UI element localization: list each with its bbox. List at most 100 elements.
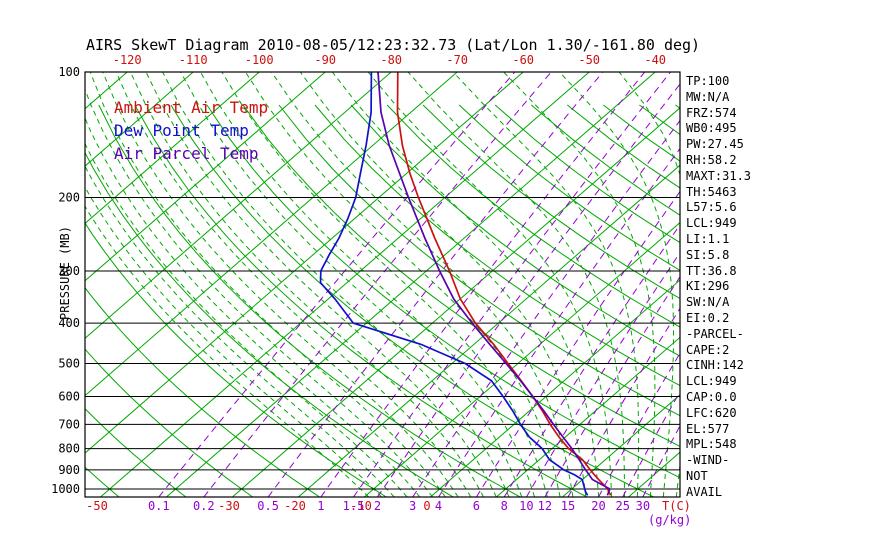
stats-line: PW:27.45 <box>686 137 744 152</box>
stats-line: EI:0.2 <box>686 310 730 325</box>
pressure-tick-label: 700 <box>58 417 80 431</box>
mixing-ratio-label: 4 <box>435 499 442 513</box>
dry-adiabat-line <box>639 104 680 136</box>
mixing-ratio-line <box>622 390 680 497</box>
moist-adiabat-line <box>180 72 523 497</box>
pressure-tick-label: 800 <box>58 442 80 456</box>
pressure-tick-label: 400 <box>58 316 80 330</box>
legend: Ambient Air Temp Dew Point Temp Air Parc… <box>114 96 268 165</box>
top-temp-label: -90 <box>314 53 336 67</box>
isotherm-line <box>85 72 194 167</box>
top-temp-label: -110 <box>179 53 208 67</box>
isotherm-line <box>496 336 680 497</box>
stats-line: CAPE:2 <box>686 342 730 357</box>
stats-line: NOT <box>686 468 708 483</box>
moist-adiabat-line <box>245 72 561 497</box>
bottom-temp-label: -10 <box>350 499 372 513</box>
mixing-ratio-line <box>203 72 552 497</box>
top-temp-label: -50 <box>578 53 600 67</box>
temp-unit-label: T(C) <box>662 499 691 513</box>
dry-adiabat-line <box>98 104 521 497</box>
mixing-ratio-label: 3 <box>409 499 416 513</box>
isotherm-line <box>85 72 524 454</box>
dry-adiabat-line <box>85 466 120 497</box>
stats-line: FRZ:574 <box>686 105 737 120</box>
moist-adiabat-line <box>331 72 600 497</box>
chart-title: AIRS SkewT Diagram 2010-08-05/12:23:32.7… <box>86 36 701 54</box>
stats-line: L57:5.6 <box>686 200 737 215</box>
dry-adiabat-line <box>134 104 588 497</box>
plot-frame <box>84 71 681 498</box>
dry-adiabat-line <box>422 104 680 300</box>
dry-adiabat-line <box>278 104 680 417</box>
pressure-tick-label: 500 <box>58 356 80 370</box>
mixing-ratio-label: 25 <box>615 499 629 513</box>
mixing-ratio-label: 0.2 <box>193 499 215 513</box>
pressure-tick-label: 100 <box>58 65 80 79</box>
legend-ambient-air-temp: Ambient Air Temp <box>114 98 269 117</box>
top-temp-label: -120 <box>113 53 142 67</box>
mixing-ratio-line <box>544 275 680 497</box>
stats-line: CINH:142 <box>686 358 744 373</box>
mixing-ratio-line <box>412 119 680 497</box>
isotherm-line <box>298 164 680 497</box>
isotherm-line <box>85 72 260 225</box>
mixing-ratio-line <box>158 72 516 497</box>
pressure-axis-label: PRESSURE (MB) <box>58 226 72 320</box>
ambient-temp-curve <box>396 72 612 496</box>
mixing-ratio-label: 2 <box>374 499 381 513</box>
mixing-ratio-label: 1.5 <box>343 499 365 513</box>
isotherm-line <box>166 72 656 497</box>
mixing-ratio-line <box>475 190 680 497</box>
stats-line: LCL:949 <box>686 216 737 231</box>
top-temp-label: -40 <box>644 53 666 67</box>
isotherm-line <box>430 279 680 497</box>
mixing-ratio-label: 0.1 <box>148 499 170 513</box>
mixing-ratio-label: 15 <box>561 499 575 513</box>
mixing-ratio-line <box>598 352 680 497</box>
mixing-ratio-line <box>267 72 604 497</box>
mixing-ratio-line <box>320 72 646 497</box>
moist-adiabat-line <box>299 72 587 497</box>
stats-line: TP:100 <box>686 74 730 88</box>
stats-line: -WIND- <box>686 453 730 468</box>
top-temp-label: -100 <box>245 53 274 67</box>
legend-dew-point-temp: Dew Point Temp <box>114 121 249 140</box>
dry-adiabat-line <box>494 104 680 244</box>
stats-line: LFC:620 <box>686 405 737 420</box>
stats-line: EL:577 <box>686 421 730 436</box>
stats-line: -PARCEL- <box>686 326 744 341</box>
mixing-ratio-label: 12 <box>538 499 552 513</box>
mixing-ratio-line <box>567 307 680 497</box>
parcel-temp-curve <box>377 72 611 496</box>
mixing-ratio-label: 10 <box>519 499 533 513</box>
stats-line: CAP:0.0 <box>686 389 737 404</box>
stats-line: SW:N/A <box>686 295 730 310</box>
bottom-temp-label: -50 <box>86 499 108 513</box>
bottom-temp-label: 0 <box>423 499 430 513</box>
top-temp-label: -70 <box>446 53 468 67</box>
top-temp-label: -60 <box>512 53 534 67</box>
isotherm-line <box>232 107 680 497</box>
stats-line: MPL:548 <box>686 437 737 452</box>
pressure-tick-label: 200 <box>58 191 80 205</box>
plot-area <box>85 72 680 497</box>
moist-adiabat-line <box>271 72 574 497</box>
mixing-ratio-label: 0.5 <box>257 499 279 513</box>
stats-line: MAXT:31.3 <box>686 168 752 183</box>
mixing-ratio-label: 8 <box>501 499 508 513</box>
bottom-temp-label: -30 <box>218 499 240 513</box>
isotherm-line <box>85 72 326 282</box>
top-temp-label: -80 <box>380 53 402 67</box>
moist-adiabat-line <box>162 72 510 497</box>
mixing-ratio-line <box>438 147 680 497</box>
dry-adiabat-line <box>85 222 387 497</box>
mixing-ratio-line <box>503 223 680 497</box>
stats-line: TT:36.8 <box>686 263 737 278</box>
dry-adiabat-line <box>206 104 680 479</box>
stats-line: SI:5.8 <box>686 247 730 262</box>
stats-line: TH:5463 <box>686 184 737 199</box>
stats-line: WB0:495 <box>686 121 737 136</box>
pressure-tick-label: 600 <box>58 390 80 404</box>
